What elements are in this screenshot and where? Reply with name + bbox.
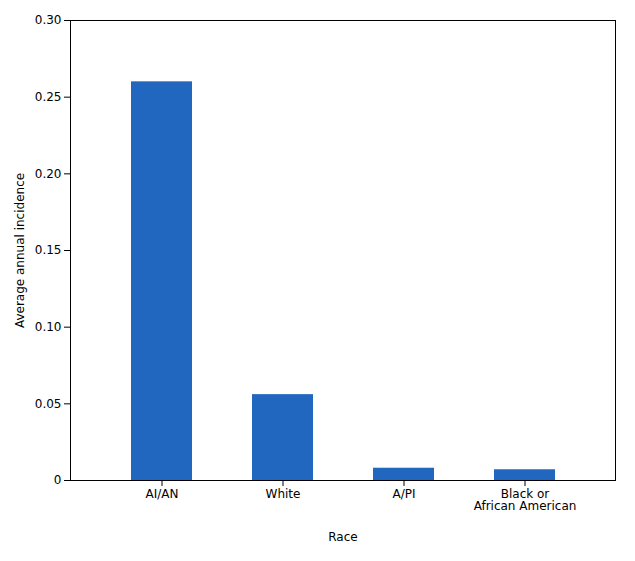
svg-text:AI/AN: AI/AN xyxy=(146,487,179,501)
svg-text:0.25: 0.25 xyxy=(35,90,62,104)
svg-text:Black orAfrican American: Black orAfrican American xyxy=(474,487,577,513)
svg-text:Race: Race xyxy=(328,530,357,544)
svg-text:Average annual incidence: Average annual incidence xyxy=(13,173,27,328)
svg-text:0.30: 0.30 xyxy=(35,13,62,27)
svg-text:0.10: 0.10 xyxy=(35,320,62,334)
svg-text:White: White xyxy=(266,487,301,501)
svg-text:A/PI: A/PI xyxy=(392,487,415,501)
svg-text:0.20: 0.20 xyxy=(35,167,62,181)
svg-text:0.05: 0.05 xyxy=(35,397,62,411)
svg-text:0.15: 0.15 xyxy=(35,243,62,257)
svg-text:0: 0 xyxy=(54,473,62,487)
